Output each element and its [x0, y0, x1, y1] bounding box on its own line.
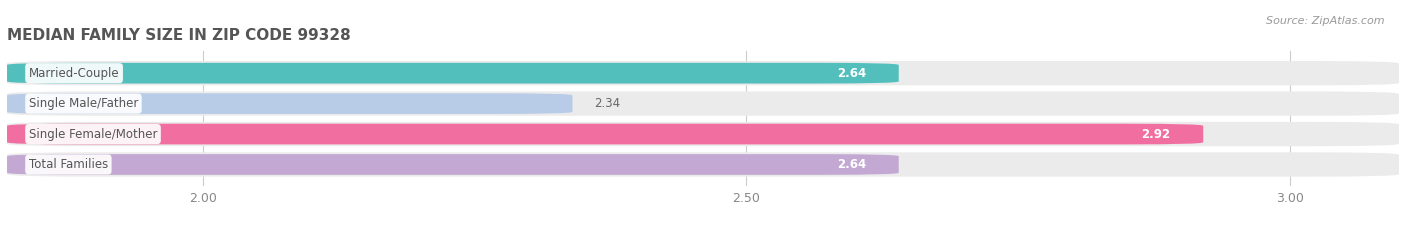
FancyBboxPatch shape — [7, 61, 1399, 85]
FancyBboxPatch shape — [7, 122, 1399, 146]
Text: Source: ZipAtlas.com: Source: ZipAtlas.com — [1267, 16, 1385, 26]
Text: 2.64: 2.64 — [837, 67, 866, 80]
FancyBboxPatch shape — [7, 63, 898, 83]
FancyBboxPatch shape — [7, 152, 1399, 177]
FancyBboxPatch shape — [7, 124, 1204, 144]
Text: 2.34: 2.34 — [595, 97, 620, 110]
Text: Total Families: Total Families — [28, 158, 108, 171]
Text: 2.92: 2.92 — [1142, 127, 1171, 140]
Text: Single Female/Mother: Single Female/Mother — [28, 127, 157, 140]
Text: 2.64: 2.64 — [837, 158, 866, 171]
Text: Married-Couple: Married-Couple — [28, 67, 120, 80]
FancyBboxPatch shape — [7, 154, 898, 175]
Text: MEDIAN FAMILY SIZE IN ZIP CODE 99328: MEDIAN FAMILY SIZE IN ZIP CODE 99328 — [7, 28, 350, 43]
Text: Single Male/Father: Single Male/Father — [28, 97, 138, 110]
FancyBboxPatch shape — [7, 91, 1399, 116]
FancyBboxPatch shape — [7, 93, 572, 114]
